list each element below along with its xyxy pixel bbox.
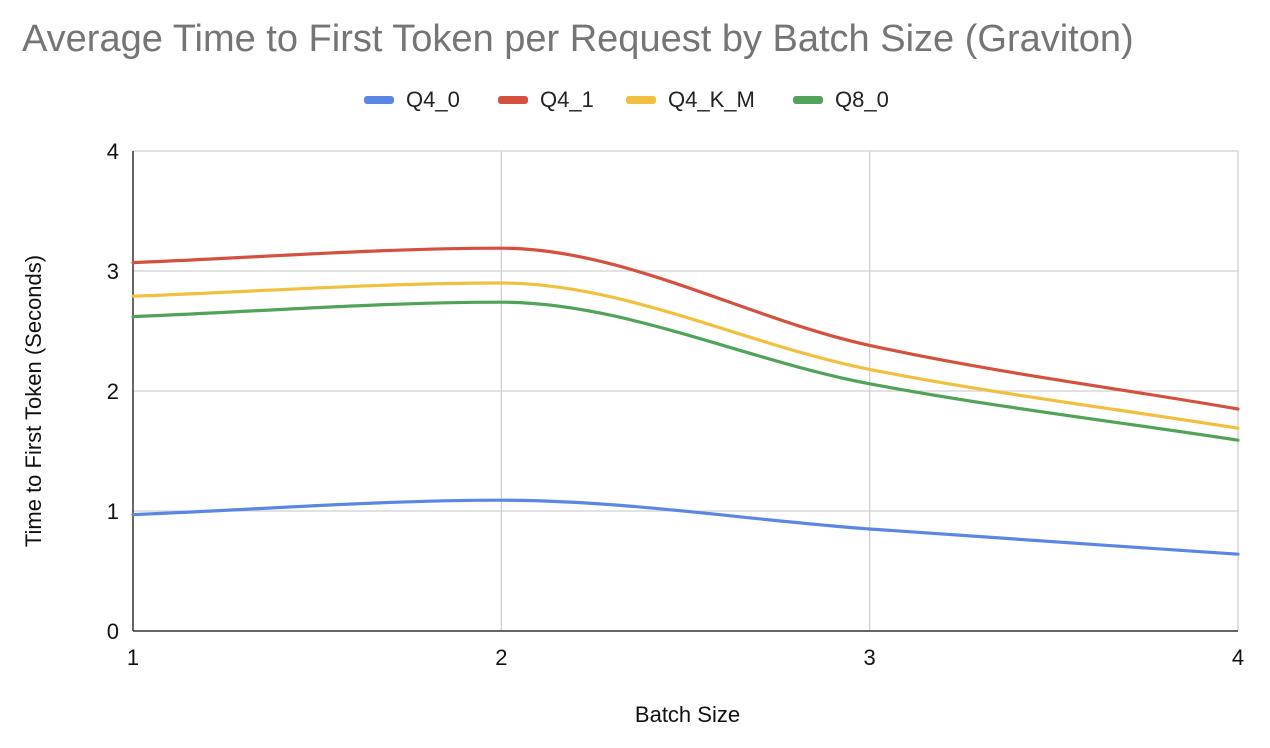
y-tick-label-4: 4 bbox=[107, 139, 119, 164]
legend-swatch-q4-0 bbox=[364, 96, 394, 104]
x-tick-label-2: 2 bbox=[495, 645, 507, 670]
series-line-q4-k-m bbox=[131, 281, 1240, 430]
y-axis-title: Time to First Token (Seconds) bbox=[21, 255, 46, 547]
y-tick-label-0: 0 bbox=[107, 619, 119, 644]
x-tick-label-4: 4 bbox=[1232, 645, 1244, 670]
chart-title: Average Time to First Token per Request … bbox=[22, 18, 1134, 60]
legend-swatch-q4-k-m bbox=[626, 96, 656, 104]
legend-item-q8-0[interactable]: Q8_0 bbox=[793, 84, 889, 116]
series-line-q4-0 bbox=[131, 498, 1240, 556]
x-tick-label-1: 1 bbox=[127, 645, 139, 670]
x-tick-label-3: 3 bbox=[864, 645, 876, 670]
legend-item-q4-0[interactable]: Q4_0 bbox=[364, 84, 460, 116]
legend-swatch-q4-1 bbox=[498, 96, 528, 104]
legend-label-q8-0: Q8_0 bbox=[835, 87, 889, 112]
x-axis-title: Batch Size bbox=[635, 702, 740, 727]
series-line-q4-1 bbox=[131, 246, 1240, 411]
legend-label-q4-k-m: Q4_K_M bbox=[668, 87, 755, 112]
legend-swatch-q8-0 bbox=[793, 96, 823, 104]
legend-label-q4-1: Q4_1 bbox=[540, 87, 594, 112]
series-line-q8-0 bbox=[131, 300, 1240, 442]
y-tick-label-3: 3 bbox=[107, 259, 119, 284]
legend-item-q4-k-m[interactable]: Q4_K_M bbox=[626, 84, 755, 116]
y-tick-label-1: 1 bbox=[107, 499, 119, 524]
legend-item-q4-1[interactable]: Q4_1 bbox=[498, 84, 594, 116]
legend-label-q4-0: Q4_0 bbox=[406, 87, 460, 112]
chart-legend: Q4_0 Q4_1 Q4_K_M Q8_0 bbox=[0, 84, 1270, 116]
y-tick-label-2: 2 bbox=[107, 379, 119, 404]
